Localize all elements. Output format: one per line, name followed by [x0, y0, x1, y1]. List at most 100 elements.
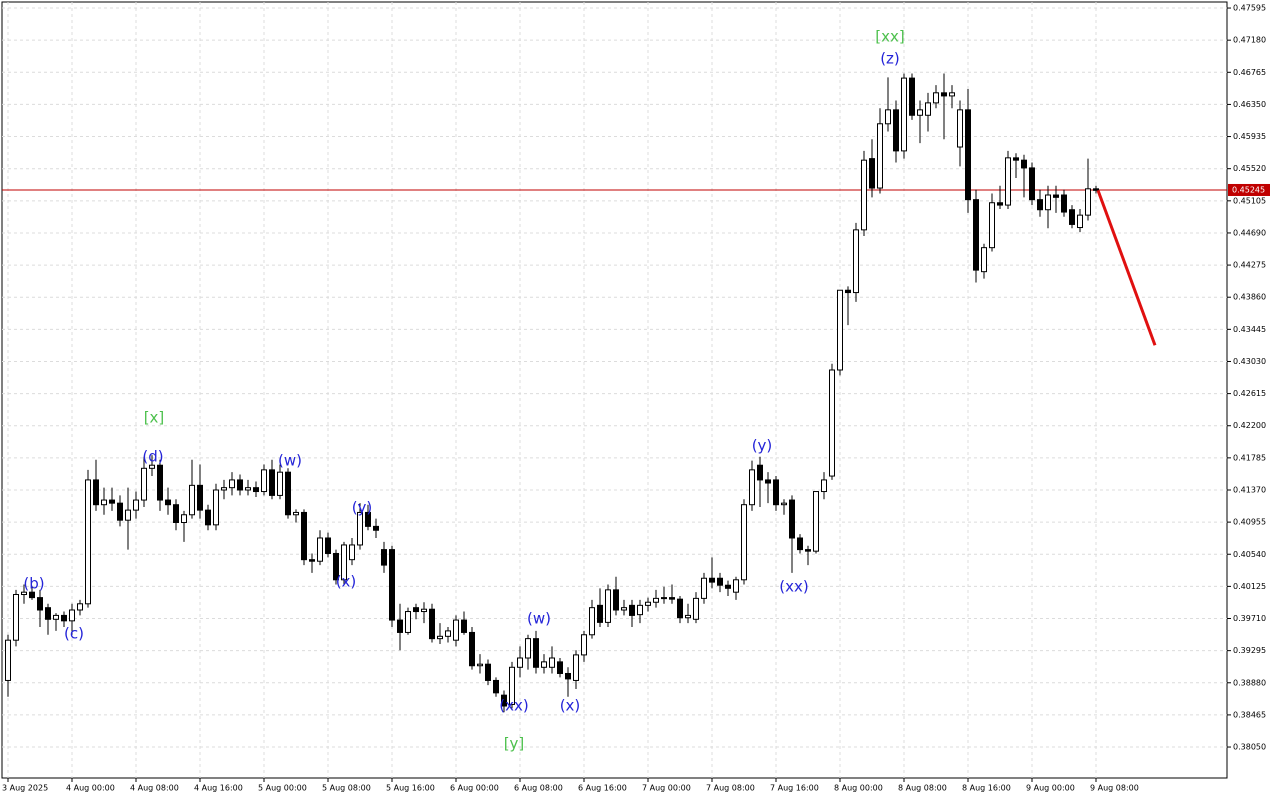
candle-body [925, 102, 931, 116]
candle-body [205, 509, 211, 526]
wave-label: (x) [336, 573, 357, 591]
x-tick-label: 5 Aug 00:00 [258, 784, 307, 793]
x-tick-label: 6 Aug 16:00 [578, 784, 627, 793]
x-tick-label: 8 Aug 08:00 [898, 784, 947, 793]
candle-body [861, 159, 867, 231]
candle-body [989, 202, 995, 249]
candle-body [789, 499, 795, 539]
candle-body [477, 663, 483, 667]
candle-body [197, 484, 203, 511]
candle-body [461, 619, 467, 633]
candle-body [501, 694, 507, 707]
candle-body [1061, 194, 1067, 213]
candle-body [69, 609, 75, 622]
y-tick-label: 0.38880 [1233, 678, 1266, 687]
y-tick-label: 0.40125 [1233, 582, 1266, 591]
candle-body [77, 603, 83, 611]
candle-body [485, 663, 491, 681]
candle-body [869, 158, 875, 189]
candle-body [109, 499, 115, 504]
candle-body [453, 619, 459, 641]
candle-body [1021, 159, 1027, 169]
candle-body [37, 597, 43, 611]
candle-body [1005, 157, 1011, 206]
candle-body [421, 608, 427, 613]
wave-label: [xx] [875, 28, 904, 46]
candle-body [277, 471, 283, 496]
candle-body [285, 471, 291, 516]
candle-body [685, 614, 691, 619]
candle-body [765, 479, 771, 484]
candle-body [493, 679, 499, 694]
candle-body [997, 202, 1003, 206]
wave-label: (z) [880, 50, 900, 68]
x-tick-label: 9 Aug 00:00 [1026, 784, 1075, 793]
y-tick-label: 0.47180 [1233, 36, 1266, 45]
wave-label: [y] [504, 735, 525, 753]
candle-body [733, 579, 739, 593]
candle-body [1077, 214, 1083, 229]
candle-body [517, 657, 523, 668]
candle-body [605, 589, 611, 623]
candle-body [373, 525, 379, 531]
y-tick-label: 0.43445 [1233, 325, 1266, 334]
y-tick-label: 0.39710 [1233, 614, 1266, 623]
candle-body [429, 608, 435, 640]
candle-body [101, 499, 107, 506]
wave-label: (c) [64, 625, 84, 643]
candle-body [157, 464, 163, 501]
candle-body [837, 289, 843, 371]
candle-body [965, 109, 971, 201]
forecast-line [1096, 189, 1157, 346]
candle-body [741, 504, 747, 581]
y-tick-label: 0.42200 [1233, 421, 1266, 430]
y-tick-label: 0.38465 [1233, 710, 1266, 719]
candle-body [1013, 157, 1019, 161]
candle-body [725, 584, 731, 589]
y-tick-label: 0.41785 [1233, 453, 1266, 462]
wave-label: (xx) [499, 697, 528, 715]
candle-body [437, 635, 443, 640]
candle-body [181, 514, 187, 524]
y-tick-label: 0.39295 [1233, 646, 1266, 655]
y-tick-label: 0.38050 [1233, 743, 1266, 752]
candle-body [317, 537, 323, 562]
candle-body [45, 607, 51, 620]
x-tick-label: 5 Aug 16:00 [386, 784, 435, 793]
x-tick-label: 3 Aug 2025 [2, 784, 48, 793]
candle-body [5, 639, 11, 681]
x-tick-label: 4 Aug 00:00 [66, 784, 115, 793]
candle-body [557, 661, 563, 674]
candle-body [621, 607, 627, 611]
candle-body [85, 479, 91, 605]
candle-body [221, 487, 227, 491]
candle-body [717, 577, 723, 586]
candle-body [909, 77, 915, 116]
candle-body [141, 467, 147, 501]
candle-body [693, 597, 699, 620]
candle-body [845, 289, 851, 294]
candle-body [1053, 194, 1059, 198]
candle-body [125, 509, 131, 521]
candle-body [877, 123, 883, 189]
candle-body [829, 369, 835, 477]
candle-body [21, 591, 27, 596]
wave-label: (d) [142, 448, 163, 466]
candle-body [821, 479, 827, 493]
candle-body [709, 577, 715, 583]
candle-body [637, 604, 643, 616]
wave-label: (b) [23, 575, 44, 593]
candle-body [549, 657, 555, 668]
y-tick-label: 0.46765 [1233, 68, 1266, 77]
candle-body [589, 607, 595, 636]
y-tick-label: 0.45520 [1233, 164, 1266, 173]
candle-body [381, 549, 387, 566]
candle-body [93, 479, 99, 506]
candle-body [661, 597, 667, 600]
wave-label: (y) [352, 499, 373, 517]
candle-body [941, 92, 947, 97]
candle-body [917, 109, 923, 116]
candle-body [541, 661, 547, 668]
